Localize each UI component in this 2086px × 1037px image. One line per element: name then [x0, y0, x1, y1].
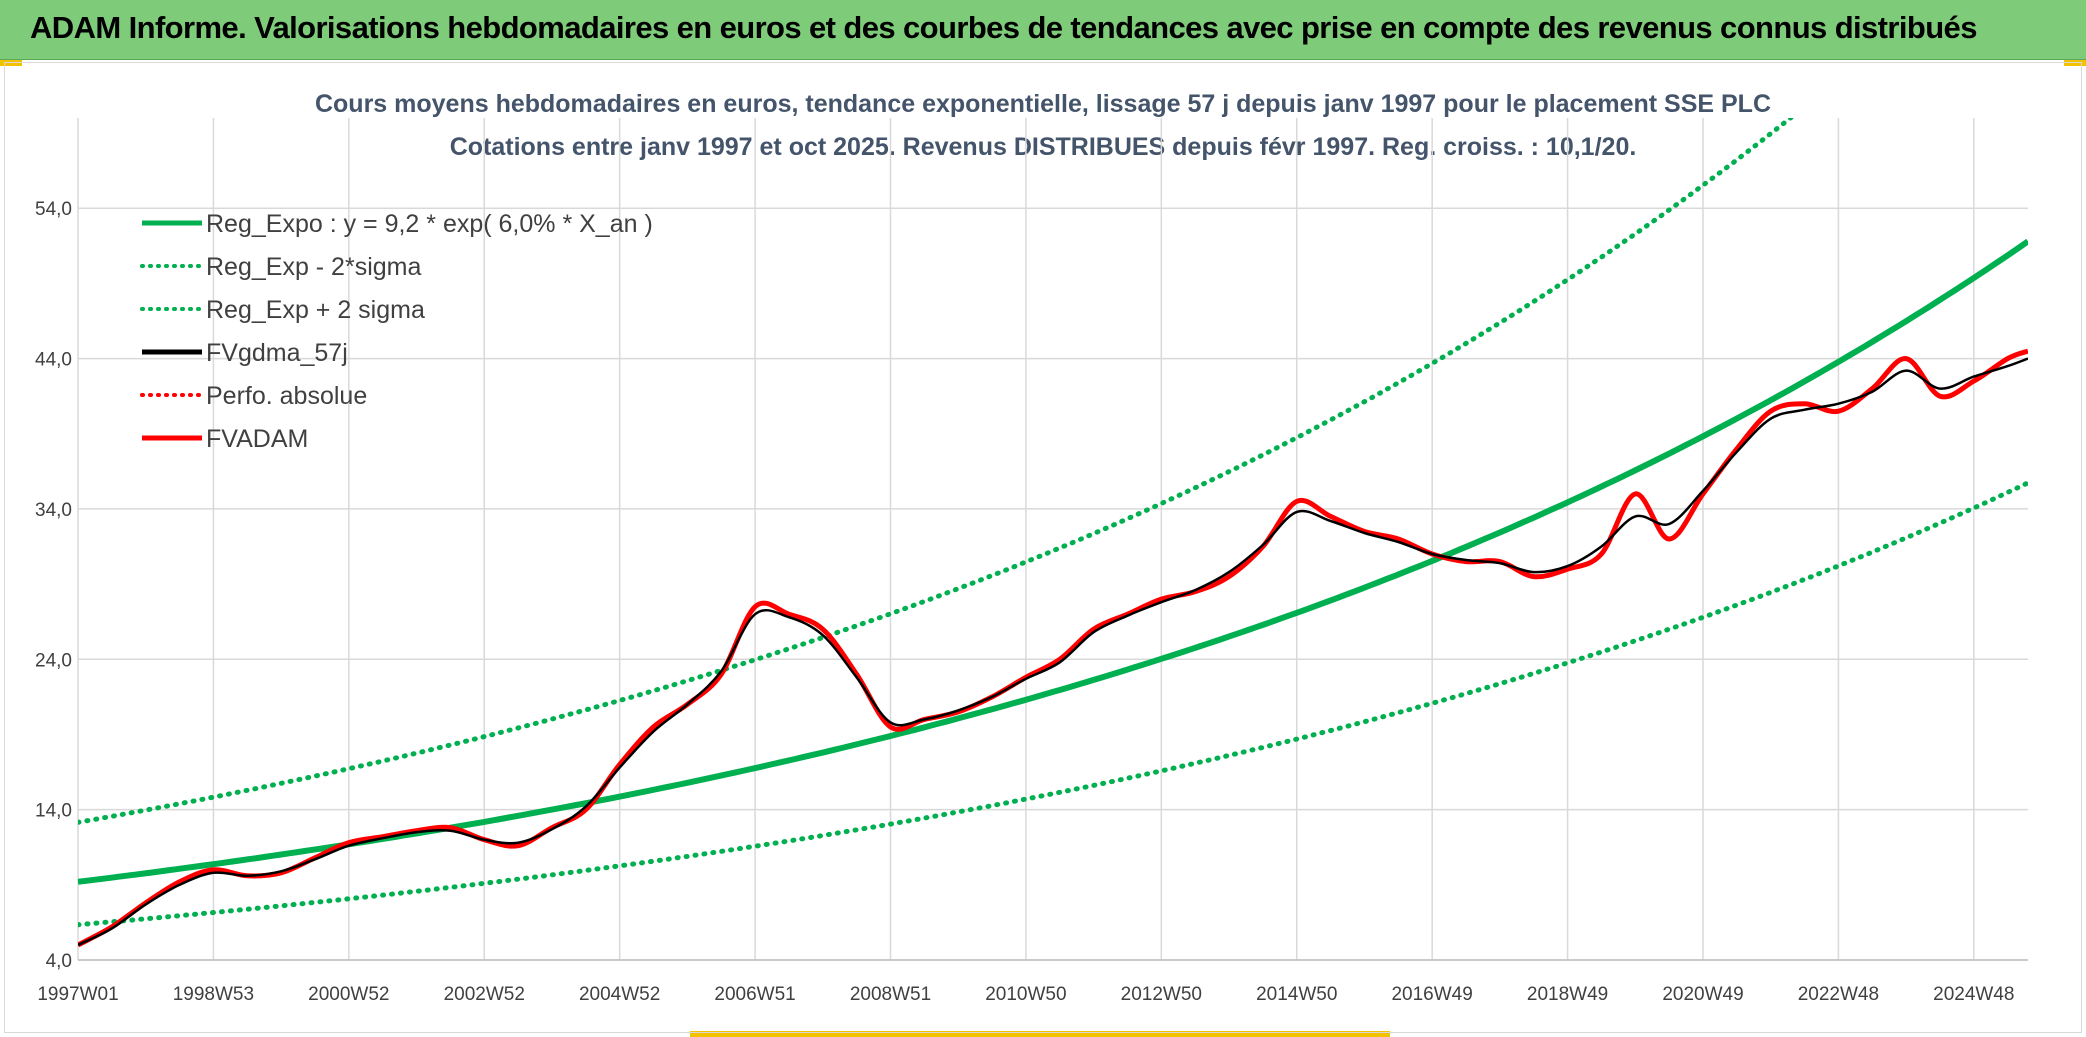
- banner-title: ADAM Informe. Valorisations hebdomadaire…: [30, 10, 1977, 45]
- x-tick-label: 2018W49: [1527, 984, 1608, 1005]
- x-tick-label: 2024W48: [1933, 984, 2014, 1005]
- x-tick-label: 2006W51: [714, 984, 795, 1005]
- y-tick-label: 34,0: [35, 500, 72, 521]
- legend-label: Reg_Exp + 2 sigma: [206, 296, 425, 324]
- x-tick-label: 2008W51: [850, 984, 931, 1005]
- legend-label: Reg_Exp - 2*sigma: [206, 253, 421, 281]
- fvgdma-line: [78, 357, 2028, 947]
- chart-title-line2: Cotations entre janv 1997 et oct 2025. R…: [450, 133, 1637, 161]
- x-tick-label: 1998W53: [173, 984, 254, 1005]
- legend-label: FVADAM: [206, 425, 308, 453]
- x-tick-label: 2010W50: [985, 984, 1066, 1005]
- x-tick-label: 2004W52: [579, 984, 660, 1005]
- x-axis-ticks: 1997W01 1998W53 2000W52 2002W52 2004W52 2006W…: [37, 984, 2014, 1005]
- chart-legend: Reg_Expo : y = 9,2 * exp( 6,0% * X_an ) R…: [140, 210, 653, 453]
- x-tick-label: 2022W48: [1798, 984, 1879, 1005]
- chart-frame: [4, 62, 2082, 1033]
- reg-lower-line: [78, 480, 2028, 928]
- gridlines: [77, 118, 2028, 961]
- reg-upper-line: [78, 118, 1795, 825]
- y-tick-label: 24,0: [35, 650, 72, 671]
- header-banner: ADAM Informe. Valorisations hebdomadaire…: [0, 0, 2086, 60]
- legend-label: Perfo. absolue: [206, 382, 367, 410]
- y-axis-ticks: 54,0 44,0 34,0 24,0 14,0 4,0: [35, 199, 72, 972]
- corner-marker-left: [0, 60, 22, 66]
- y-tick-label: 4,0: [46, 951, 72, 972]
- legend-label: FVgdma_57j: [206, 339, 348, 367]
- x-tick-label: 2000W52: [308, 984, 389, 1005]
- legend-label: Reg_Expo : y = 9,2 * exp( 6,0% * X_an ): [206, 210, 653, 238]
- series-lines: [78, 118, 2028, 948]
- x-tick-label: 2014W50: [1256, 984, 1337, 1005]
- y-tick-label: 14,0: [35, 801, 72, 822]
- chart-title-line1: Cours moyens hebdomadaires en euros, ten…: [315, 90, 1771, 118]
- x-tick-label: 1997W01: [37, 984, 118, 1005]
- y-tick-label: 44,0: [35, 350, 72, 371]
- corner-marker-right: [2064, 60, 2086, 66]
- corner-marker-bottom: [690, 1031, 1390, 1037]
- x-tick-label: 2012W50: [1121, 984, 1202, 1005]
- fvadam-line: [78, 348, 2028, 948]
- x-tick-label: 2002W52: [444, 984, 525, 1005]
- y-tick-label: 54,0: [35, 199, 72, 220]
- reg-expo-line: [78, 238, 2028, 885]
- x-tick-label: 2016W49: [1391, 984, 1472, 1005]
- x-tick-label: 2020W49: [1662, 984, 1743, 1005]
